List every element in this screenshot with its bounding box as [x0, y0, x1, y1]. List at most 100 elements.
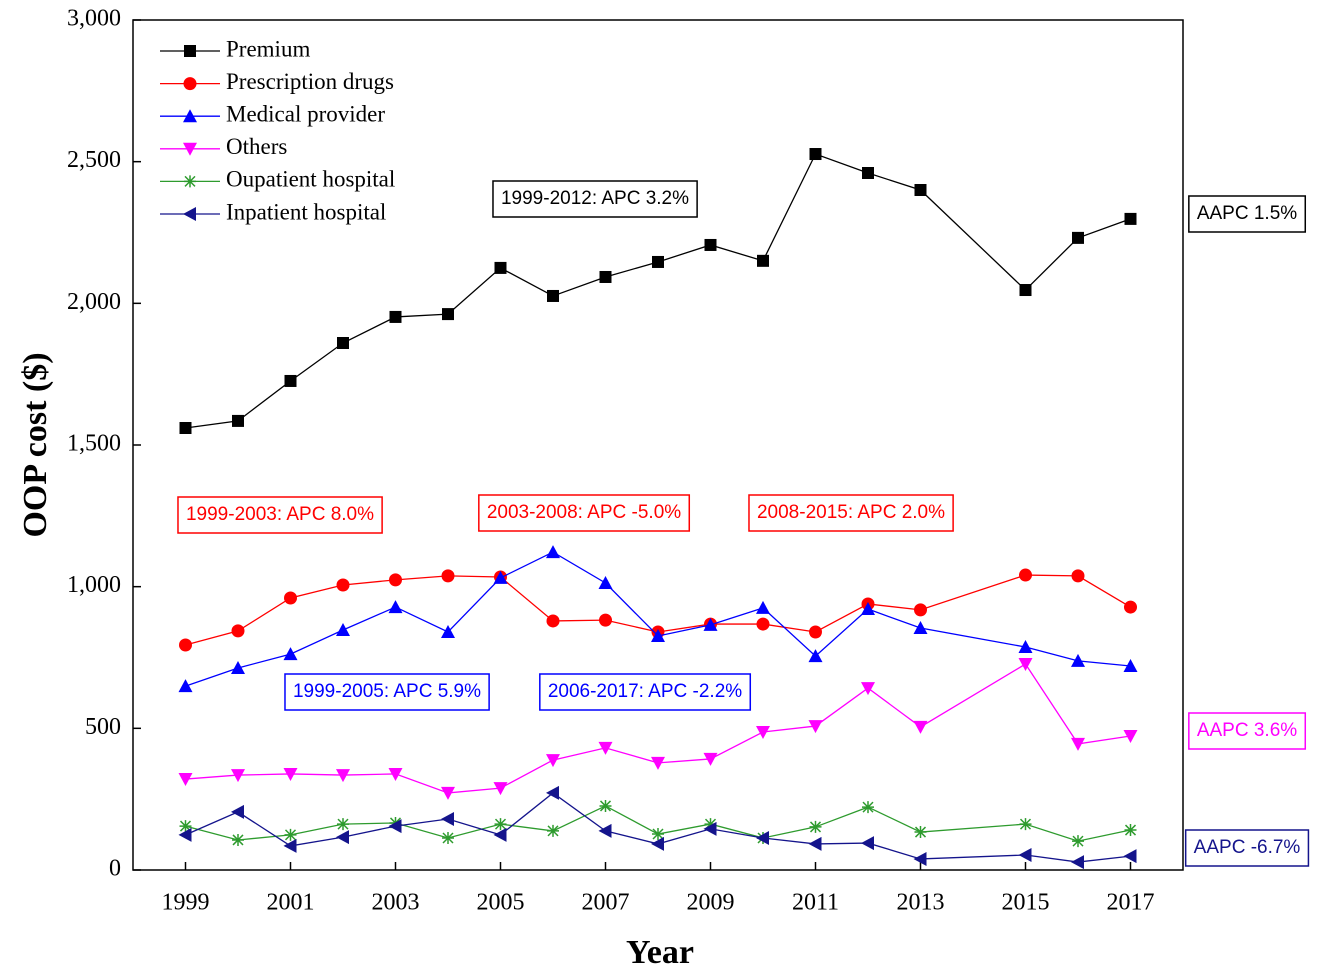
- marker: [284, 591, 297, 605]
- marker: [336, 830, 349, 845]
- marker: [809, 148, 822, 161]
- marker: [756, 600, 770, 614]
- marker: [336, 769, 350, 783]
- marker: [862, 167, 874, 179]
- annotation: 2006-2017: APC -2.2%: [539, 673, 752, 711]
- marker: [1124, 824, 1137, 837]
- marker: [284, 828, 297, 841]
- marker: [546, 754, 560, 768]
- x-tick-label: 2013: [897, 890, 945, 916]
- marker: [389, 310, 402, 323]
- legend-label: Premium: [226, 36, 310, 61]
- annotation-text: 2008-2015: APC 2.0%: [757, 502, 945, 523]
- series-line: [185, 551, 1131, 687]
- annotation-box: [478, 494, 691, 532]
- marker: [704, 818, 717, 831]
- marker: [547, 289, 559, 302]
- x-tick-label: 2003: [372, 890, 420, 916]
- marker: [651, 628, 665, 642]
- marker: [756, 830, 769, 845]
- x-tick-label: 2011: [792, 890, 839, 916]
- marker: [441, 786, 455, 800]
- marker: [1071, 855, 1084, 870]
- x-tick-label: 2015: [1002, 890, 1050, 916]
- marker: [178, 827, 192, 842]
- marker: [652, 828, 664, 841]
- annotation-text: AAPC -6.7%: [1194, 837, 1301, 858]
- series-line: [185, 153, 1131, 429]
- annotation-box: [284, 673, 490, 711]
- marker: [1071, 653, 1085, 667]
- y-tick-label: 1,000: [67, 572, 121, 598]
- marker: [441, 812, 454, 826]
- annotation: 2003-2008: APC -5.0%: [478, 494, 691, 532]
- marker: [756, 617, 770, 631]
- marker: [231, 660, 245, 674]
- marker: [808, 836, 822, 851]
- legend-label: Oupatient hospital: [226, 167, 395, 192]
- marker: [546, 545, 560, 559]
- marker: [861, 682, 875, 696]
- marker: [808, 649, 823, 663]
- annotation: AAPC -6.7%: [1184, 829, 1310, 867]
- marker: [651, 836, 664, 851]
- marker: [704, 238, 717, 251]
- y-tick-label: 1,500: [67, 431, 121, 457]
- marker: [494, 261, 507, 274]
- marker: [1071, 569, 1085, 583]
- marker: [388, 600, 403, 614]
- marker: [232, 414, 244, 427]
- marker: [283, 647, 298, 661]
- marker: [1071, 737, 1085, 751]
- marker: [703, 617, 718, 631]
- marker: [546, 785, 559, 800]
- marker: [861, 836, 874, 851]
- annotation-text: 2006-2017: APC -2.2%: [548, 681, 742, 702]
- annotation-box: [492, 180, 698, 218]
- marker: [388, 819, 402, 834]
- x-tick-label: 2009: [687, 890, 735, 916]
- marker: [599, 270, 612, 283]
- marker: [494, 818, 507, 831]
- x-tick-label: 2005: [477, 890, 525, 916]
- marker: [337, 818, 349, 831]
- marker: [178, 679, 193, 693]
- marker: [913, 851, 927, 866]
- series-line: [185, 663, 1131, 794]
- marker: [184, 45, 196, 57]
- annotation-box: [1188, 712, 1307, 750]
- y-axis-title: OOP cost ($): [17, 352, 54, 537]
- legend-label: Prescription drugs: [226, 69, 394, 94]
- marker: [493, 782, 508, 796]
- annotation: 2008-2015: APC 2.0%: [748, 494, 954, 532]
- marker: [1019, 818, 1032, 831]
- marker: [913, 621, 928, 635]
- marker: [651, 756, 665, 770]
- marker: [231, 804, 244, 819]
- marker: [389, 573, 402, 587]
- annotation-text: 1999-2003: APC 8.0%: [186, 504, 374, 525]
- x-tick-label: 1999: [162, 890, 210, 916]
- marker: [337, 337, 349, 349]
- x-tick-label: 2017: [1107, 890, 1155, 916]
- marker: [1018, 658, 1033, 672]
- annotation: AAPC 1.5%: [1188, 195, 1307, 233]
- plot-frame: [132, 19, 1184, 871]
- marker: [283, 767, 298, 781]
- marker: [914, 603, 927, 617]
- marker: [1019, 568, 1032, 582]
- annotation-box: [539, 673, 752, 711]
- annotation-text: 2003-2008: APC -5.0%: [487, 502, 681, 523]
- legend-label: Inpatient hospital: [226, 199, 386, 224]
- annotation: 1999-2012: APC 3.2%: [492, 180, 698, 218]
- marker: [861, 602, 875, 616]
- annotation: 1999-2003: APC 8.0%: [177, 496, 383, 534]
- marker: [913, 720, 928, 734]
- marker: [914, 184, 927, 196]
- marker: [231, 624, 245, 638]
- marker: [1123, 659, 1138, 672]
- marker: [808, 720, 823, 734]
- marker: [703, 752, 718, 766]
- marker: [336, 623, 350, 637]
